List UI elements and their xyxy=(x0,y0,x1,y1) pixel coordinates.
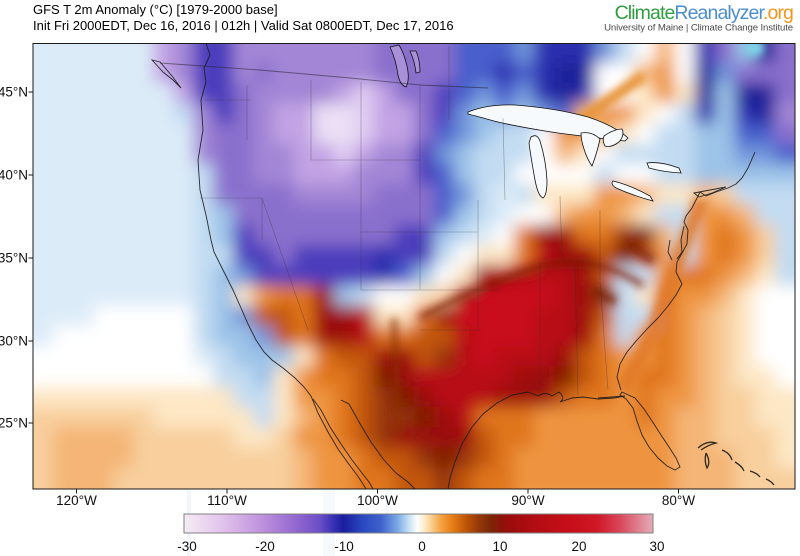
svg-text:10: 10 xyxy=(492,539,507,554)
svg-text:40°N: 40°N xyxy=(0,168,28,183)
svg-text:-30: -30 xyxy=(177,539,197,554)
svg-text:100°W: 100°W xyxy=(357,493,398,508)
svg-text:25°N: 25°N xyxy=(0,416,28,431)
svg-text:30°N: 30°N xyxy=(0,334,28,349)
svg-text:GFS T 2m Anomaly (°C) [1979-20: GFS T 2m Anomaly (°C) [1979-2000 base] xyxy=(33,2,278,17)
svg-text:University of Maine | Climate: University of Maine | Climate Change Ins… xyxy=(604,23,793,34)
svg-text:45°N: 45°N xyxy=(0,85,28,100)
svg-text:80°W: 80°W xyxy=(662,493,695,508)
svg-text:35°N: 35°N xyxy=(0,251,28,266)
svg-text:90°W: 90°W xyxy=(511,493,544,508)
svg-text:0: 0 xyxy=(418,539,426,554)
svg-text:20: 20 xyxy=(571,539,586,554)
svg-text:120°W: 120°W xyxy=(56,493,97,508)
svg-text:110°W: 110°W xyxy=(207,493,247,508)
svg-text:Init Fri 2000EDT, Dec 16, 2016: Init Fri 2000EDT, Dec 16, 2016 | 012h | … xyxy=(33,18,454,33)
svg-text:ClimateReanalyzer.org: ClimateReanalyzer.org xyxy=(615,2,793,24)
svg-text:-20: -20 xyxy=(255,539,275,554)
svg-text:-10: -10 xyxy=(334,539,354,554)
svg-text:30: 30 xyxy=(649,539,664,554)
